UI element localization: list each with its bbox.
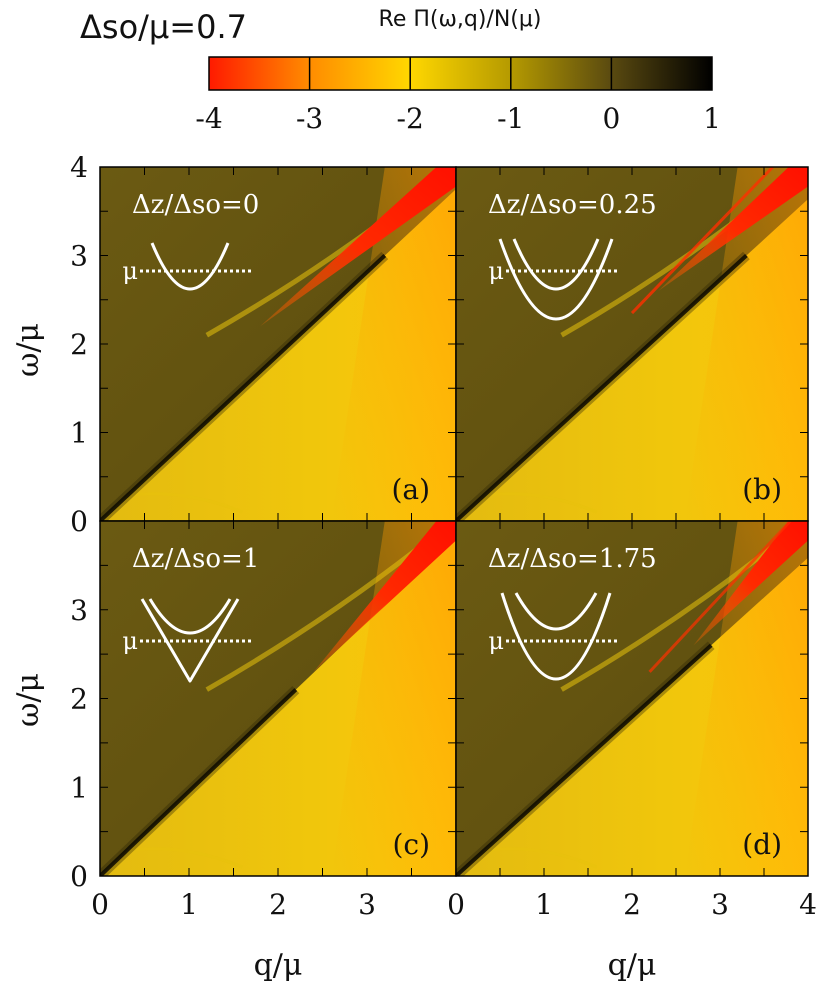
axis-tick-label: 0	[70, 860, 88, 893]
dark-line-glow	[456, 251, 750, 521]
x-axis-label-left: q/μ	[254, 948, 303, 983]
red-band-secondary	[630, 167, 774, 315]
red-band	[260, 167, 456, 327]
dark-line-glow	[100, 251, 389, 521]
low-arc	[135, 492, 243, 514]
orange-region	[684, 521, 808, 876]
dark-line	[456, 254, 748, 521]
dark-line	[456, 643, 713, 876]
band-inset: μ	[122, 598, 254, 683]
band-curve	[498, 238, 614, 321]
red-band	[313, 521, 456, 672]
heatmap	[456, 167, 808, 521]
colorbar-ticks: -4 -3 -2 -1 0 1	[195, 57, 721, 135]
heatmap	[100, 521, 456, 876]
dark-line	[100, 688, 298, 876]
colorbar-tick-label: -1	[497, 102, 524, 135]
axis-tick-label: 3	[711, 888, 729, 921]
colorbar-tick-label: -2	[397, 102, 424, 135]
axis-tick-label: 2	[70, 683, 88, 716]
orange-region	[331, 521, 456, 876]
red-band	[658, 167, 808, 291]
red-band	[693, 521, 808, 646]
band-curve	[514, 592, 598, 631]
band-curve	[512, 238, 600, 291]
fermi-level-label: μ	[488, 627, 504, 655]
fermi-level-label: μ	[122, 257, 138, 285]
orange-region	[331, 167, 456, 521]
band-inset: μ	[122, 242, 254, 291]
panel-tag: (b)	[742, 473, 782, 506]
axis-tick-label: 3	[70, 594, 88, 627]
colorbar-tick-label: -3	[296, 102, 323, 135]
red-band-secondary	[648, 521, 792, 673]
figure-title: Δso/μ=0.7	[80, 8, 247, 46]
low-arc	[491, 847, 598, 869]
band-inset: μ	[488, 592, 620, 681]
orange-region	[684, 167, 808, 521]
axis-tick-label: 3	[358, 888, 376, 921]
colorbar-tick-label: 1	[703, 102, 721, 135]
colorbar	[208, 56, 713, 91]
axis-tick-label: 0	[91, 888, 109, 921]
dark-line	[100, 254, 387, 521]
dark-line-glow	[456, 641, 715, 876]
panel-ratio-label: Δz/Δso=1.75	[488, 544, 657, 574]
band-curve	[150, 242, 230, 291]
band-curve	[500, 592, 612, 681]
panel-tag: (d)	[742, 828, 782, 861]
axis-tick-label: 1	[70, 771, 88, 804]
low-arc	[135, 847, 243, 869]
panel-d: μ Δz/Δso=1.75 (d)	[455, 520, 809, 877]
fermi-level-label: μ	[488, 257, 504, 285]
axis-tick-label: 4	[70, 151, 88, 184]
colorbar-tick-label: -4	[195, 102, 222, 135]
axis-tick-label: 0	[70, 505, 88, 538]
panel-tag: (a)	[391, 473, 430, 506]
band-curve	[148, 598, 232, 635]
heatmap	[100, 167, 456, 521]
panel-ratio-label: Δz/Δso=1	[132, 544, 259, 574]
axis-tick-label: 1	[70, 417, 88, 450]
axis-tick-label: 0	[447, 888, 465, 921]
axis-tick-label: 2	[269, 888, 287, 921]
x-axis-label-right: q/μ	[608, 948, 657, 983]
panel-a: μ Δz/Δso=0 (a)	[99, 166, 457, 522]
axis-tick-label: 4	[799, 888, 817, 921]
fermi-level-label: μ	[122, 627, 138, 655]
axis-tick-label: 1	[535, 888, 553, 921]
panel-c: μ Δz/Δso=1 (c)	[99, 520, 457, 877]
axis-tick-labels: 0 1 2 3 4 0 1 2 3 0 1 2 3 0 1 2 3 4	[70, 151, 817, 921]
panel-b: μ Δz/Δso=0.25 (b)	[455, 166, 809, 522]
axis-tick-label: 2	[623, 888, 641, 921]
low-arc	[491, 492, 598, 514]
colorbar-label: Re Π(ω,q)/N(μ)	[379, 7, 542, 32]
heatmap	[456, 521, 808, 876]
dark-line-glow	[100, 686, 300, 876]
axis-tick-label: 2	[70, 328, 88, 361]
axis-tick-label: 1	[180, 888, 198, 921]
panel-tag: (c)	[392, 828, 430, 861]
band-curve	[140, 598, 240, 683]
axis-tick-label: 3	[70, 240, 88, 273]
y-axis-label-bottom: ω/μ	[11, 673, 46, 727]
band-inset: μ	[488, 238, 620, 321]
panel-ratio-label: Δz/Δso=0.25	[488, 190, 657, 220]
panel-ratio-label: Δz/Δso=0	[132, 190, 259, 220]
panels: μΔz/Δso=0(a)μΔz/Δso=0.25(b)μΔz/Δso=1(c)μ…	[70, 151, 817, 921]
y-axis-label-top: ω/μ	[11, 323, 46, 377]
colorbar-tick-label: 0	[602, 102, 620, 135]
